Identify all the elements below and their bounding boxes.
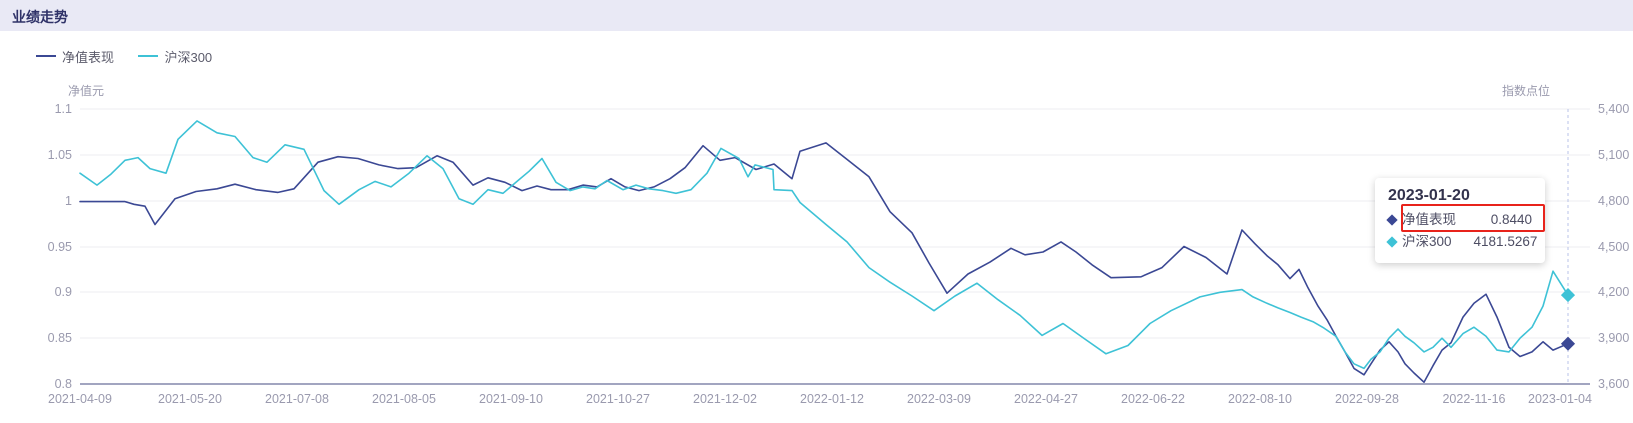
svg-text:2022-03-09: 2022-03-09 — [907, 392, 971, 406]
svg-text:3,900: 3,900 — [1598, 331, 1629, 345]
svg-text:4,800: 4,800 — [1598, 194, 1629, 208]
svg-text:3,600: 3,600 — [1598, 377, 1629, 391]
svg-text:2022-06-22: 2022-06-22 — [1121, 392, 1185, 406]
svg-text:1: 1 — [65, 194, 72, 208]
svg-text:2022-08-10: 2022-08-10 — [1228, 392, 1292, 406]
svg-text:2021-05-20: 2021-05-20 — [158, 392, 222, 406]
svg-text:2021-12-02: 2021-12-02 — [693, 392, 757, 406]
svg-text:0.8: 0.8 — [55, 377, 72, 391]
svg-text:2021-07-08: 2021-07-08 — [265, 392, 329, 406]
svg-text:4,500: 4,500 — [1598, 240, 1629, 254]
svg-text:2022-04-27: 2022-04-27 — [1014, 392, 1078, 406]
svg-text:0.85: 0.85 — [48, 331, 72, 345]
svg-text:2022-01-12: 2022-01-12 — [800, 392, 864, 406]
svg-text:2021-08-05: 2021-08-05 — [372, 392, 436, 406]
svg-text:0.9: 0.9 — [55, 285, 72, 299]
svg-text:5,400: 5,400 — [1598, 102, 1629, 116]
svg-text:2023-01-04: 2023-01-04 — [1528, 392, 1592, 406]
svg-text:2022-11-16: 2022-11-16 — [1442, 392, 1505, 406]
svg-text:2021-04-09: 2021-04-09 — [48, 392, 112, 406]
svg-text:2021-10-27: 2021-10-27 — [586, 392, 650, 406]
svg-text:2022-09-28: 2022-09-28 — [1335, 392, 1399, 406]
svg-text:0.95: 0.95 — [48, 240, 72, 254]
svg-text:2021-09-10: 2021-09-10 — [479, 392, 543, 406]
svg-text:1.05: 1.05 — [48, 148, 72, 162]
svg-text:5,100: 5,100 — [1598, 148, 1629, 162]
svg-text:1.1: 1.1 — [55, 102, 72, 116]
svg-text:4,200: 4,200 — [1598, 285, 1629, 299]
